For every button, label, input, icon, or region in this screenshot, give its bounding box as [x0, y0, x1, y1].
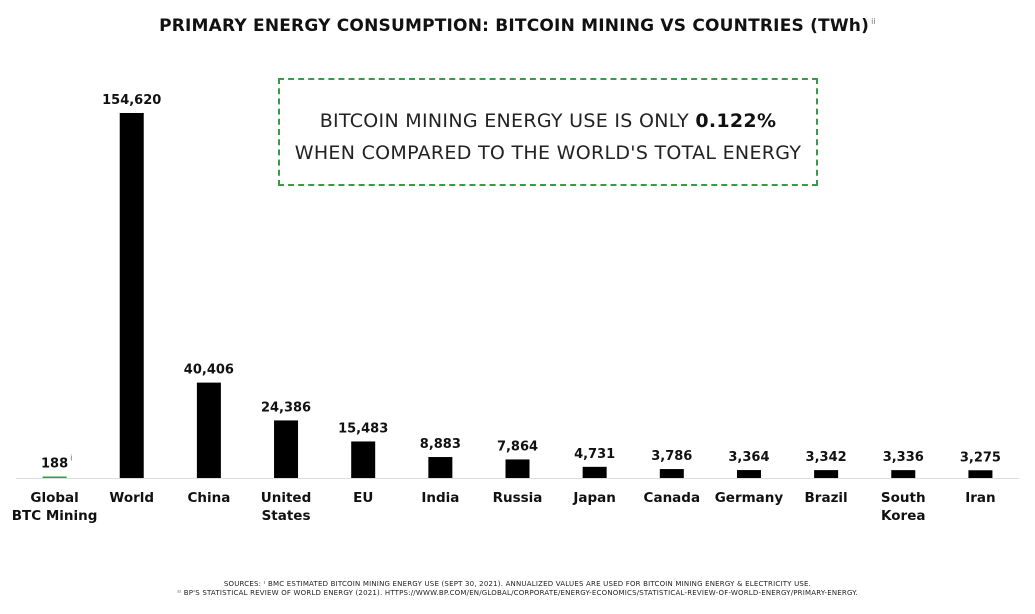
category-label-5-0: India: [421, 490, 459, 506]
bar-4: [351, 441, 376, 478]
bar-0: [42, 476, 67, 478]
category-label-7-0: Japan: [572, 490, 616, 506]
value-label-1: 154,620: [102, 93, 161, 108]
callout-line-1-text: BITCOIN MINING ENERGY USE IS ONLY: [319, 110, 696, 132]
category-label-3-0: United: [261, 490, 311, 506]
value-label-3: 24,386: [261, 400, 311, 415]
category-label-11-1: Korea: [881, 508, 925, 524]
value-label-5: 8,883: [420, 437, 461, 452]
value-label-9: 3,364: [728, 450, 769, 465]
bar-8: [659, 469, 684, 478]
category-label-8-0: Canada: [644, 490, 701, 506]
chart-title: PRIMARY ENERGY CONSUMPTION: BITCOIN MINI…: [0, 16, 1035, 36]
title-footnote-marker: ii: [871, 17, 876, 27]
category-label-2-0: China: [187, 490, 230, 506]
bar-1: [119, 113, 144, 478]
value-label-note-0: i: [70, 454, 72, 463]
sources-line-2: ᶦᶦ BP'S STATISTICAL REVIEW OF WORLD ENER…: [177, 589, 858, 597]
category-label-11-0: South: [881, 490, 926, 506]
bar-7: [582, 466, 607, 478]
value-label-4: 15,483: [338, 421, 388, 436]
bar-12: [968, 470, 993, 478]
sources-line-1: SOURCES: ᶦ BMC ESTIMATED BITCOIN MINING …: [223, 580, 812, 588]
value-label-12: 3,275: [960, 450, 1001, 465]
category-label-12-0: Iran: [965, 490, 995, 506]
category-label-0-0: Global: [30, 490, 78, 506]
callout-line-2: WHEN COMPARED TO THE WORLD'S TOTAL ENERG…: [294, 142, 802, 164]
value-label-0: 188: [41, 457, 68, 472]
category-label-1-0: World: [109, 490, 154, 506]
bar-6: [505, 459, 530, 478]
category-label-6-0: Russia: [493, 490, 543, 506]
callout-line-1: BITCOIN MINING ENERGY USE IS ONLY 0.122%: [280, 110, 816, 132]
bar-3: [274, 420, 299, 478]
value-label-8: 3,786: [651, 449, 692, 464]
value-label-6: 7,864: [497, 439, 538, 454]
category-label-0-1: BTC Mining: [12, 508, 98, 524]
callout-box: BITCOIN MINING ENERGY USE IS ONLY 0.122%…: [278, 78, 818, 186]
callout-percentage: 0.122%: [695, 110, 777, 132]
chart-title-text: PRIMARY ENERGY CONSUMPTION: BITCOIN MINI…: [159, 16, 870, 36]
bar-9: [736, 470, 761, 478]
bar-10: [814, 470, 839, 478]
bar-5: [428, 457, 453, 478]
value-label-7: 4,731: [574, 447, 615, 462]
bar-11: [891, 470, 916, 478]
category-label-4-0: EU: [353, 490, 373, 506]
category-label-10-0: Brazil: [805, 490, 848, 506]
bar-2: [196, 382, 221, 478]
value-label-11: 3,336: [883, 450, 924, 465]
value-label-2: 40,406: [184, 363, 234, 378]
category-label-3-1: States: [262, 508, 311, 524]
category-label-9-0: Germany: [715, 490, 784, 506]
value-label-10: 3,342: [806, 450, 847, 465]
